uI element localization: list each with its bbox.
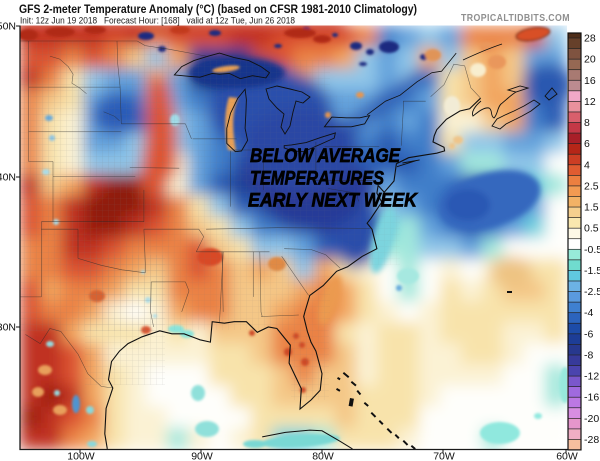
svg-text:TROPICALTIDBITS.COM: TROPICALTIDBITS.COM bbox=[461, 12, 570, 24]
svg-text:100W: 100W bbox=[67, 451, 95, 461]
svg-text:28: 28 bbox=[584, 33, 596, 45]
svg-text:Init: 12z Jun 19 2018 Foreca: Init: 12z Jun 19 2018 Forecast Hour: [16… bbox=[20, 16, 295, 26]
svg-text:-1.5: -1.5 bbox=[584, 265, 600, 277]
svg-text:-28: -28 bbox=[584, 434, 599, 446]
svg-text:40N: 40N bbox=[0, 172, 16, 184]
svg-text:70W: 70W bbox=[433, 451, 455, 461]
svg-text:80W: 80W bbox=[312, 451, 334, 461]
svg-text:50N: 50N bbox=[0, 21, 16, 33]
svg-text:4: 4 bbox=[584, 159, 590, 171]
svg-text:-2.5: -2.5 bbox=[584, 286, 600, 298]
svg-text:-20: -20 bbox=[584, 413, 599, 425]
svg-text:60W: 60W bbox=[556, 451, 578, 461]
svg-text:-8: -8 bbox=[584, 349, 593, 361]
svg-text:-6: -6 bbox=[584, 328, 593, 340]
svg-text:20: 20 bbox=[584, 54, 596, 66]
svg-text:0.5: 0.5 bbox=[584, 223, 599, 235]
svg-text:6: 6 bbox=[584, 138, 590, 150]
svg-text:8: 8 bbox=[584, 117, 590, 129]
svg-text:90W: 90W bbox=[191, 451, 213, 461]
svg-text:EARLY NEXT WEEK: EARLY NEXT WEEK bbox=[248, 189, 419, 211]
svg-text:-16: -16 bbox=[584, 392, 599, 404]
svg-text:12: 12 bbox=[584, 96, 596, 108]
svg-text:2.5: 2.5 bbox=[584, 180, 599, 192]
svg-text:-4: -4 bbox=[584, 307, 593, 319]
svg-text:BELOW AVERAGE: BELOW AVERAGE bbox=[250, 145, 401, 167]
svg-text:GFS 2-meter Temperature Anomal: GFS 2-meter Temperature Anomaly (°C) (ba… bbox=[19, 4, 417, 16]
svg-text:30N: 30N bbox=[0, 322, 16, 334]
svg-text:16: 16 bbox=[584, 75, 596, 87]
svg-text:1.5: 1.5 bbox=[584, 202, 599, 214]
svg-text:-0.5: -0.5 bbox=[584, 244, 600, 256]
svg-text:TEMPERATURES: TEMPERATURES bbox=[250, 167, 384, 189]
svg-text:-12: -12 bbox=[584, 371, 599, 383]
